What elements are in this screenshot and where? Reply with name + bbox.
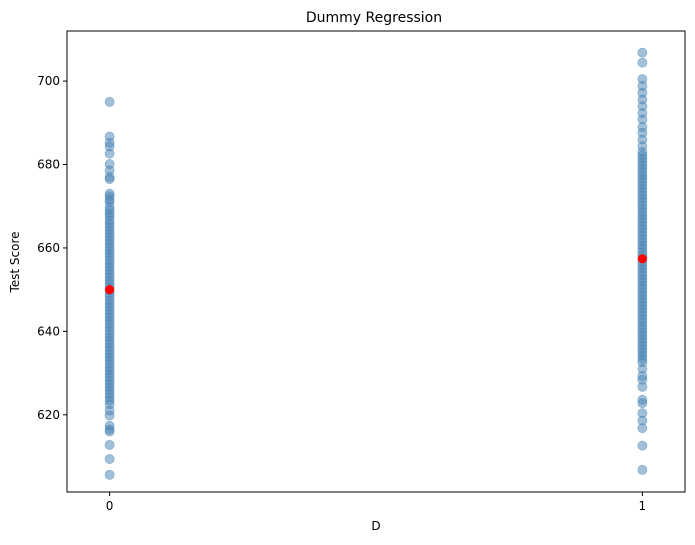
data-point xyxy=(637,57,648,68)
plot-frame xyxy=(66,30,686,493)
data-point xyxy=(104,469,115,480)
mean-point xyxy=(637,254,647,264)
axis-ticks: 620 640 660 680 700 0 1 xyxy=(37,74,646,513)
data-point xyxy=(104,426,115,437)
data-point xyxy=(104,148,115,159)
data-point xyxy=(104,174,115,185)
y-axis-label: Test Score xyxy=(8,231,22,293)
y-tick-label: 640 xyxy=(37,324,60,338)
plot-area xyxy=(104,47,648,480)
x-tick-label: 0 xyxy=(106,499,114,513)
data-point xyxy=(104,410,115,421)
data-point xyxy=(637,47,648,58)
data-point xyxy=(637,423,648,434)
data-point xyxy=(637,381,648,392)
y-tick-label: 680 xyxy=(37,158,60,172)
data-point xyxy=(104,439,115,450)
mean-point xyxy=(105,285,115,295)
y-tick-label: 660 xyxy=(37,241,60,255)
x-axis-label: D xyxy=(371,519,380,533)
chart-title: Dummy Regression xyxy=(306,10,442,26)
y-tick-label: 700 xyxy=(37,74,60,88)
data-point xyxy=(104,97,115,107)
data-point xyxy=(104,454,115,464)
data-point xyxy=(637,440,648,451)
data-point xyxy=(637,398,648,409)
y-tick-label: 620 xyxy=(37,408,60,422)
data-point xyxy=(637,464,648,475)
x-tick-label: 1 xyxy=(639,499,647,513)
